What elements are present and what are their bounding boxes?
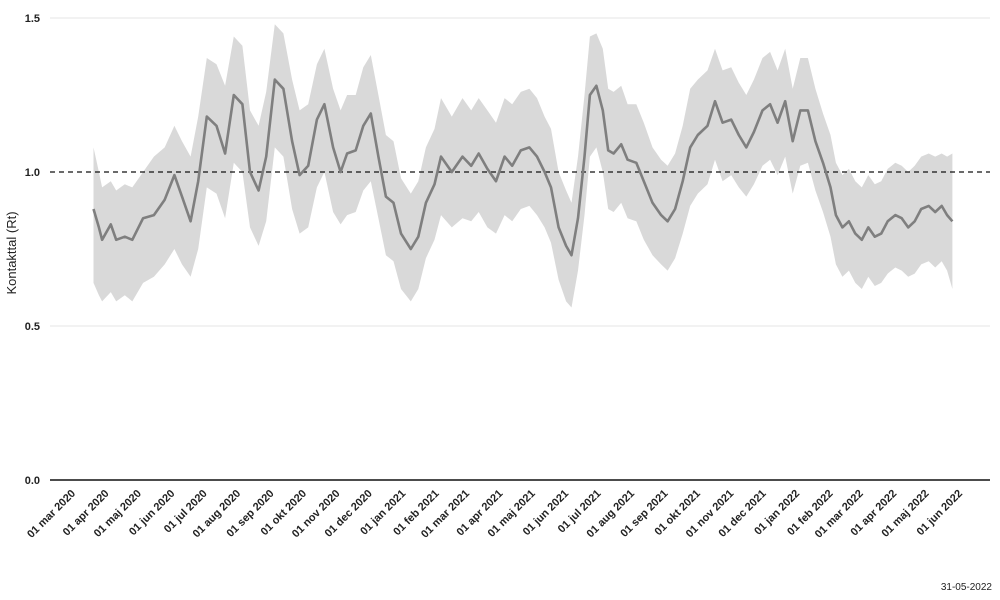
gridlines xyxy=(50,17,990,327)
y-tick-label: 0.5 xyxy=(25,321,40,333)
y-axis-label: Kontakttal (Rt) xyxy=(4,211,19,294)
confidence-band xyxy=(93,24,953,308)
y-tick-label: 0.0 xyxy=(25,475,40,487)
y-tick-label: 1.5 xyxy=(25,13,40,25)
rt-series-line xyxy=(92,78,954,257)
y-axis-ticks: 0.0 0.5 1.0 1.5 xyxy=(25,13,40,487)
date-stamp: 31-05-2022 xyxy=(940,582,992,593)
y-tick-label: 1.0 xyxy=(25,167,40,179)
